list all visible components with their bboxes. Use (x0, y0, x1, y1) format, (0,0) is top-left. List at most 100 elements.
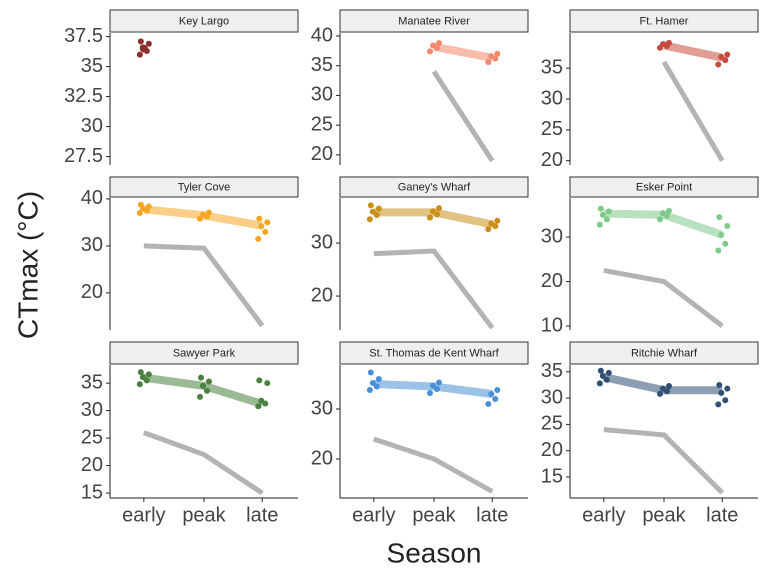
data-point (137, 201, 144, 208)
data-point (436, 205, 442, 212)
strip (569, 341, 759, 365)
data-point (488, 391, 495, 397)
data-point (145, 371, 152, 378)
data-point (206, 209, 212, 216)
data-point (716, 381, 723, 388)
data-point (255, 403, 262, 410)
data-point (603, 376, 610, 383)
y-tick-label: 30 (81, 115, 103, 137)
data-point (494, 50, 501, 57)
data-point (724, 223, 731, 229)
data-point (136, 51, 143, 58)
x-tick-label: peak (642, 504, 686, 526)
y-tick-label: 35 (541, 56, 563, 78)
ctmax-line (143, 373, 264, 408)
data-point (715, 401, 722, 408)
data-point (375, 376, 382, 382)
y-tick-label: 25 (81, 426, 103, 448)
x-tick-label: peak (182, 504, 226, 526)
temperature-line (661, 60, 725, 162)
x-axis-label: Season (387, 537, 482, 568)
y-tick-label: 30 (81, 234, 103, 256)
y-tick-label: 15 (81, 481, 103, 503)
y-tick-label: 30 (311, 397, 333, 419)
panel-title: Ft. Hamer (640, 15, 689, 27)
temperature-line (142, 430, 264, 496)
data-point (427, 214, 433, 221)
temperature-line (603, 267, 724, 328)
data-point (143, 48, 150, 54)
data-point (255, 235, 262, 242)
data-point (724, 385, 731, 392)
data-point (430, 42, 436, 49)
data-point (666, 383, 672, 390)
data-point (143, 377, 150, 384)
y-tick-label: 20 (541, 270, 563, 292)
y-tick-label: 25 (541, 118, 563, 140)
x-tick-label: early (582, 504, 625, 526)
data-point (197, 215, 203, 222)
data-point (605, 369, 612, 376)
data-point (430, 382, 436, 389)
strip (109, 176, 299, 198)
strip (109, 9, 299, 33)
data-point (434, 386, 440, 392)
data-point (666, 39, 672, 46)
data-point (718, 54, 725, 61)
data-point (256, 215, 263, 222)
y-tick-label: 35 (311, 54, 333, 76)
temperature-line (373, 436, 494, 494)
data-point (430, 208, 436, 215)
temperature-line (431, 70, 495, 163)
data-point (204, 387, 210, 394)
y-tick-label: 35 (541, 360, 563, 382)
data-point (485, 401, 492, 407)
data-point (137, 369, 144, 376)
data-point (718, 389, 725, 396)
data-point (657, 390, 663, 397)
strip (569, 9, 759, 33)
data-point (436, 379, 442, 386)
data-point (427, 390, 433, 396)
panel-title: Esker Point (636, 181, 692, 193)
data-point (724, 51, 731, 58)
y-tick-label: 30 (541, 87, 563, 109)
ctmax-line (433, 42, 494, 62)
data-point (603, 216, 610, 223)
x-tick-label: late (246, 504, 278, 526)
data-point (137, 38, 144, 45)
data-point (494, 217, 501, 224)
data-point (136, 210, 143, 217)
y-tick-label: 20 (311, 447, 333, 469)
data-point (366, 216, 373, 223)
y-axis-label: CTmax (°C) (12, 191, 43, 339)
data-point (367, 202, 374, 209)
y-tick-label: 30 (311, 231, 333, 253)
x-tick-label: early (352, 504, 395, 526)
data-point (718, 231, 725, 238)
y-tick-label: 30 (541, 225, 563, 247)
y-tick-label: 35 (81, 371, 103, 393)
data-point (715, 247, 722, 254)
data-point (666, 207, 672, 214)
data-point (206, 378, 212, 385)
y-tick-label: 40 (311, 24, 333, 46)
panel-title: Ritchie Wharf (631, 347, 698, 359)
data-point (597, 205, 604, 212)
data-point (597, 367, 604, 374)
data-point (660, 41, 666, 48)
data-point (599, 373, 606, 380)
y-tick-label: 30 (311, 84, 333, 106)
data-point (262, 228, 269, 235)
temperature-line (143, 243, 265, 328)
y-tick-label: 20 (81, 454, 103, 476)
x-tick-label: peak (412, 504, 456, 526)
data-point (136, 381, 143, 388)
y-tick-label: 32.5 (64, 85, 103, 107)
data-point (145, 203, 152, 210)
strip (569, 176, 759, 198)
x-tick-label: early (122, 504, 165, 526)
y-tick-label: 30 (81, 399, 103, 421)
y-tick-label: 40 (81, 187, 103, 209)
